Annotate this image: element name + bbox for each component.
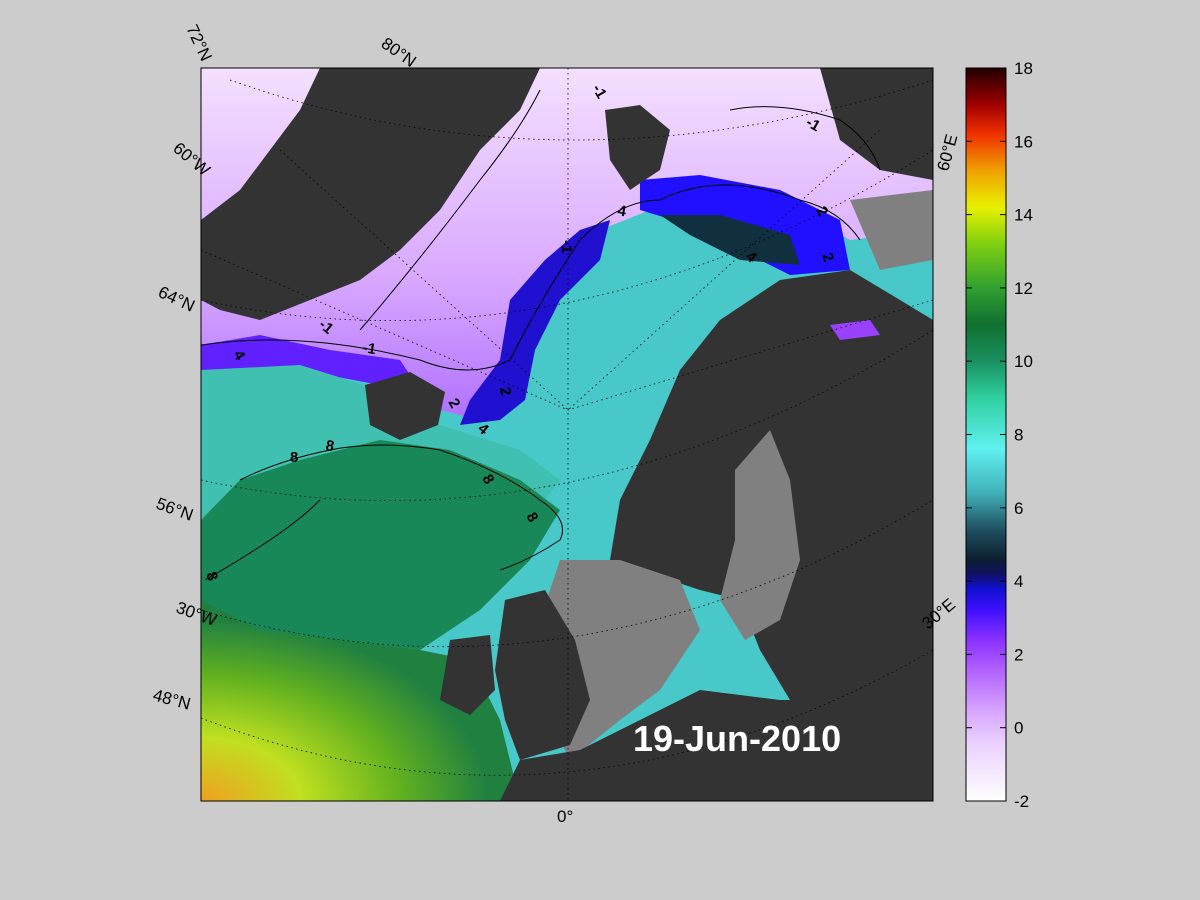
date-label: 19-Jun-2010 <box>633 718 841 759</box>
map-frame <box>200 67 934 802</box>
colorbar-ticks: 18 16 14 12 10 8 6 4 2 0 -2 <box>966 59 1033 811</box>
lat-label-64n: 64°N <box>155 282 197 315</box>
white-sea-patch <box>830 320 880 340</box>
colorbar-tick-label: 14 <box>1014 206 1033 225</box>
arctic-land-east <box>820 68 933 180</box>
contour-label: 8 <box>290 449 298 466</box>
atlantic-green <box>201 440 560 650</box>
contour-label: 8 <box>324 437 335 455</box>
greenland-land <box>201 68 540 320</box>
isotherm-contours <box>201 89 881 581</box>
contour-label: 2 <box>496 386 514 397</box>
lon-label-80n: 80°N <box>378 34 420 71</box>
colorbar-tick-label: 2 <box>1014 645 1023 664</box>
colorbar-tick-label: 16 <box>1014 132 1033 151</box>
colorbar: 18 16 14 12 10 8 6 4 2 0 -2 <box>965 59 1033 811</box>
colorbar-tick-label: 18 <box>1014 59 1033 78</box>
colorbar-tick-label: 0 <box>1014 719 1023 738</box>
colorbar-gradient <box>965 67 1007 802</box>
colorbar-tick-label: 8 <box>1014 426 1023 445</box>
europe-land <box>500 690 933 801</box>
arctic-shelf-east <box>850 190 933 270</box>
lat-label-48n: 48°N <box>151 686 193 714</box>
graticule <box>201 68 933 801</box>
contour-label: -1 <box>361 339 377 358</box>
contour-label: 4 <box>616 202 628 220</box>
colorbar-tick-label: -2 <box>1014 792 1029 811</box>
front-dark <box>660 215 800 265</box>
lat-label-72n: 72°N <box>182 22 215 64</box>
baltic-shelf <box>720 430 800 640</box>
contour-label: -1 <box>558 240 575 253</box>
front-east-greenland <box>460 220 610 425</box>
colorbar-tick-label: 4 <box>1014 572 1023 591</box>
colorbar-tick-label: 12 <box>1014 279 1033 298</box>
lat-label-56n: 56°N <box>154 494 196 525</box>
colorbar-tick-label: 6 <box>1014 499 1023 518</box>
lon-label-0: 0° <box>557 807 573 826</box>
colorbar-tick-label: 10 <box>1014 352 1033 371</box>
iceland-land <box>365 372 445 440</box>
front-iceland <box>201 335 420 390</box>
svalbard-land <box>605 105 670 190</box>
warm-water-region <box>201 600 520 801</box>
britain-land <box>495 590 590 760</box>
lon-label-60e: 60°E <box>934 132 962 173</box>
ireland-land <box>440 635 495 715</box>
